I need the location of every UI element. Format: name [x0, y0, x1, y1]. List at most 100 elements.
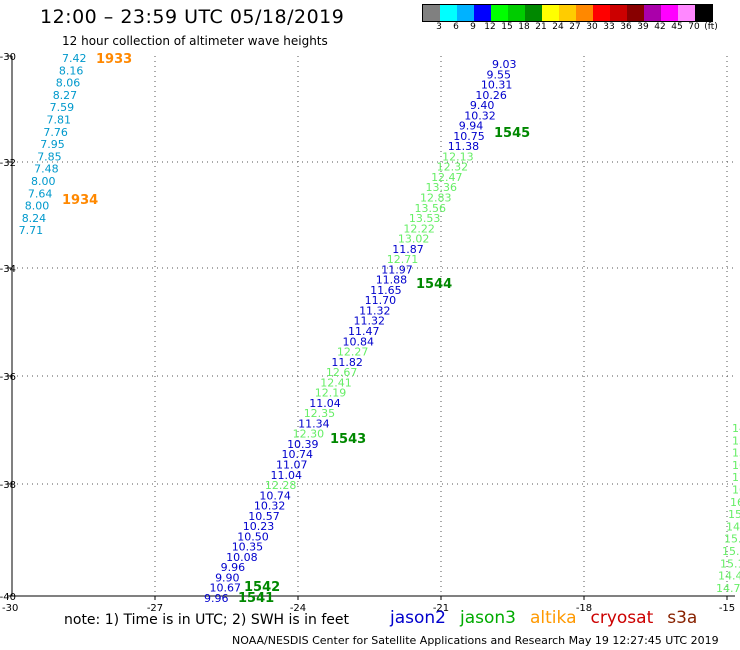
swh-value: 11.65 — [370, 284, 402, 297]
swh-value: 10.67 — [210, 582, 242, 595]
lon-tick-label: -18 — [576, 603, 592, 614]
swh-value: 15 — [732, 434, 740, 447]
swh-value: 10.32 — [464, 109, 496, 122]
pass-label: 1934 — [62, 193, 98, 208]
swh-value: 7.85 — [37, 150, 62, 163]
swh-value: 11.87 — [392, 243, 424, 256]
lon-tick-label: -21 — [433, 603, 449, 614]
swh-value: 10.39 — [287, 438, 319, 451]
swh-value: 8.00 — [31, 175, 56, 188]
swh-value: 13.36 — [426, 181, 458, 194]
swh-value: 13.56 — [414, 202, 446, 215]
swh-value: 11.32 — [359, 304, 391, 317]
color-swatch — [559, 5, 576, 21]
color-scale-tick: 18 — [518, 22, 530, 32]
lon-tick-label: -27 — [147, 603, 163, 614]
color-swatch — [440, 5, 457, 21]
color-scale-tick: 39 — [637, 22, 649, 32]
color-scale-tick: 27 — [569, 22, 581, 32]
lon-tick-label: -24 — [290, 603, 306, 614]
color-scale-tick: 45 — [671, 22, 683, 32]
legend-jason3: jason3 — [460, 608, 516, 628]
color-swatch — [508, 5, 525, 21]
swh-value: 14.7 — [716, 582, 740, 595]
swh-value: 8.00 — [25, 200, 50, 213]
swh-value: 15. — [728, 508, 740, 521]
color-scale-tick: 15 — [501, 22, 513, 32]
swh-value: 11.07 — [276, 459, 308, 472]
swh-value: 10.35 — [232, 541, 264, 554]
swh-value: 7.76 — [43, 126, 68, 139]
swh-value: 10.50 — [237, 530, 269, 543]
swh-value: 10.23 — [243, 520, 275, 533]
credit-line: NOAA/NESDIS Center for Satellite Applica… — [232, 634, 719, 647]
pass-label: 1542 — [244, 580, 280, 595]
swh-value: 12.41 — [320, 376, 352, 389]
swh-value: 7.64 — [28, 187, 53, 200]
swh-value: 7.42 — [62, 52, 87, 65]
color-scale-tick: 9 — [470, 22, 476, 32]
lat-tick-label: -30 — [0, 52, 16, 63]
legend-s3a: s3a — [667, 608, 698, 628]
swh-value: 10.74 — [282, 448, 314, 461]
swh-value: 12.71 — [387, 253, 419, 266]
swh-value: 9.03 — [492, 58, 517, 71]
color-swatch — [576, 5, 593, 21]
swh-value: 10.84 — [342, 335, 374, 348]
lat-tick-label: -34 — [0, 264, 16, 275]
swh-value: 12.27 — [337, 346, 369, 359]
swh-value: 7.81 — [47, 114, 72, 127]
swh-value: 8.24 — [22, 212, 47, 225]
swh-value: 11.70 — [365, 294, 397, 307]
swh-value: 13.53 — [409, 212, 441, 225]
color-swatch — [525, 5, 542, 21]
lon-corner-label: -30 — [2, 603, 18, 614]
lon-tick-label: -15 — [719, 603, 735, 614]
swh-value: 12.83 — [420, 192, 452, 205]
swh-value: 12.47 — [431, 171, 463, 184]
swh-value: 17 — [732, 471, 740, 484]
swh-value: 10.32 — [254, 500, 286, 513]
color-swatch — [678, 5, 695, 21]
swh-value: 12.13 — [442, 150, 474, 163]
swh-value: 10.57 — [248, 510, 279, 523]
swh-value: 7.71 — [19, 224, 43, 237]
pass-label: 1541 — [238, 591, 274, 606]
swh-value: 12.67 — [326, 366, 358, 379]
swh-value: 10.08 — [226, 551, 258, 564]
swh-value: 7.48 — [34, 163, 59, 176]
color-scale-tick: 12 — [484, 22, 496, 32]
legend-altika: altika — [530, 608, 577, 628]
color-swatch — [457, 5, 474, 21]
swh-value: 15.3 — [724, 533, 740, 546]
swh-value: 11.38 — [448, 140, 480, 153]
color-scale-tick: 70 — [688, 22, 700, 32]
swh-value: 10.31 — [481, 79, 513, 92]
swh-value: 9.90 — [215, 571, 240, 584]
pass-label: 1545 — [494, 126, 530, 141]
swh-value: 9.55 — [486, 68, 511, 81]
lat-tick-label: -36 — [0, 372, 16, 383]
swh-value: 15 — [732, 447, 740, 460]
swh-value: 12.19 — [315, 387, 347, 400]
swh-value: 11.97 — [381, 263, 413, 276]
swh-value: 11.34 — [298, 417, 330, 430]
swh-value: 11.88 — [376, 274, 408, 287]
swh-value: 11.04 — [270, 469, 302, 482]
swh-value: 15.4 — [722, 545, 740, 558]
color-swatch — [627, 5, 644, 21]
swh-value: 9.94 — [459, 120, 484, 133]
swh-value: 11.82 — [331, 356, 363, 369]
swh-value: 14.4 — [718, 570, 740, 583]
swh-value: 13.02 — [398, 233, 430, 246]
swh-value: 16 — [732, 484, 740, 497]
color-scale-bar — [422, 4, 713, 22]
color-scale-labels: 3 6 9 12 15 18 21 24 27 30 33 36 39 42 45 70 (ft) — [422, 22, 740, 34]
swh-value: 7.59 — [50, 101, 75, 114]
swh-value: 16. — [730, 496, 740, 509]
satellite-legend: jason2 jason3 altika cryosat s3a — [390, 608, 711, 628]
color-swatch — [491, 5, 508, 21]
color-scale-tick: 3 — [436, 22, 442, 32]
swh-value: 8.16 — [59, 64, 84, 77]
